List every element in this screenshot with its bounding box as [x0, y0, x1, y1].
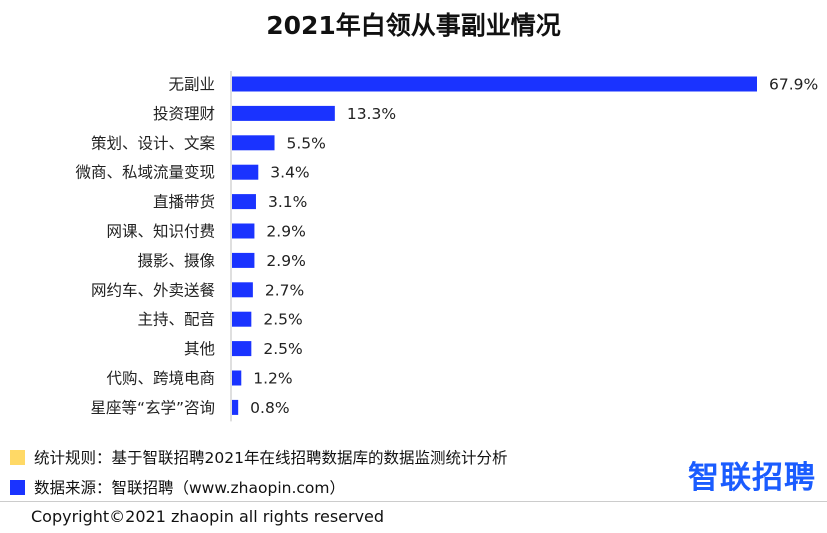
bar	[232, 164, 259, 180]
category-label: 投资理财	[153, 105, 215, 123]
bar	[232, 252, 255, 268]
notes: 统计规则：基于智联招聘2021年在线招聘数据库的数据监测统计分析 数据来源：智联…	[10, 442, 507, 502]
value-label: 3.1%	[268, 193, 307, 211]
category-label: 微商、私域流量变现	[75, 164, 215, 182]
value-label: 2.7%	[265, 281, 304, 299]
category-label: 主持、配音	[137, 311, 215, 329]
category-label: 星座等“玄学”咨询	[90, 399, 215, 417]
zhaopin-logo: 智联招聘	[688, 460, 816, 496]
bar	[232, 223, 255, 239]
category-label: 策划、设计、文案	[91, 134, 216, 152]
category-label: 代购、跨境电商	[106, 369, 215, 388]
bar	[232, 311, 252, 327]
category-label: 无副业	[168, 76, 215, 94]
bar	[232, 341, 252, 357]
yellow-square-icon	[10, 449, 25, 465]
footer-divider	[0, 501, 827, 502]
bar	[232, 105, 335, 121]
chart-title: 2021年白领从事副业情况	[266, 11, 561, 40]
note-rule: 统计规则：基于智联招聘2021年在线招聘数据库的数据监测统计分析	[10, 442, 507, 472]
value-label: 2.5%	[263, 340, 302, 358]
bar	[232, 370, 242, 386]
value-label: 2.5%	[263, 311, 302, 329]
bar	[232, 282, 253, 298]
bar	[232, 194, 256, 210]
bar-chart: 无副业 67.9% 投资理财 13.3% 策划、设计、文案 5.5% 微商、私域流量变现 3.…	[75, 71, 818, 422]
bar	[232, 399, 239, 415]
bar	[232, 76, 757, 92]
note-source-text: 数据来源：智联招聘（www.zhaopin.com）	[34, 479, 345, 497]
value-label: 1.2%	[253, 370, 292, 388]
value-label: 67.9%	[769, 76, 818, 94]
copyright-text: Copyright©2021 zhaopin all rights reserv…	[31, 507, 385, 526]
value-label: 2.9%	[266, 252, 305, 270]
value-label: 0.8%	[250, 399, 289, 417]
blue-square-icon	[10, 479, 25, 495]
note-rule-text: 统计规则：基于智联招聘2021年在线招聘数据库的数据监测统计分析	[34, 449, 508, 467]
category-label: 摄影、摄像	[137, 252, 215, 270]
category-label: 直播带货	[153, 193, 215, 211]
value-label: 3.4%	[270, 164, 309, 182]
category-label: 网课、知识付费	[106, 223, 215, 241]
value-label: 13.3%	[347, 105, 396, 123]
category-label: 网约车、外卖送餐	[91, 281, 215, 299]
category-label: 其他	[184, 340, 215, 358]
note-source: 数据来源：智联招聘（www.zhaopin.com）	[10, 472, 507, 502]
value-label: 5.5%	[287, 134, 326, 152]
value-label: 2.9%	[266, 223, 305, 241]
bar	[232, 135, 275, 151]
